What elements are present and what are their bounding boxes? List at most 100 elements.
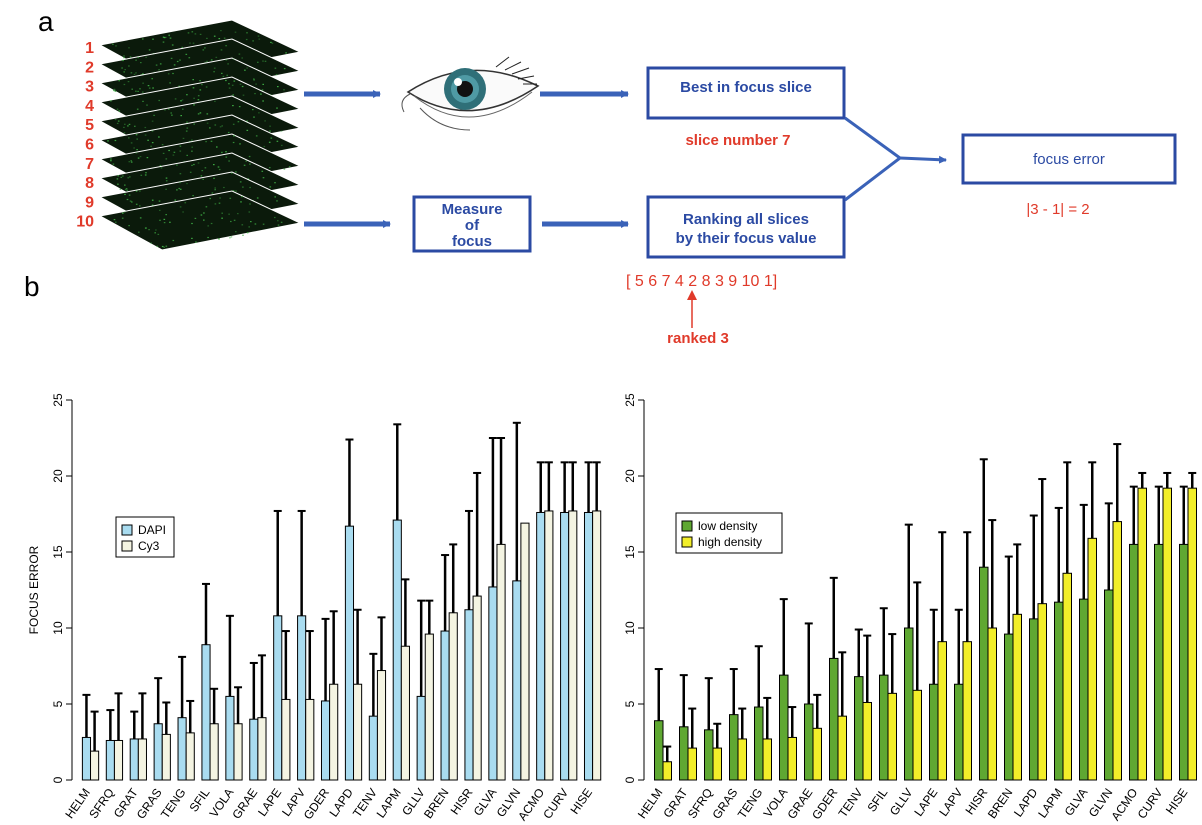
x-tick-label: BREN (421, 786, 452, 821)
bar (392, 519, 402, 781)
x-tick-label: TENG (158, 786, 189, 821)
ranking-list: [ 5 6 7 4 2 8 3 9 10 1] (626, 273, 777, 290)
bar (400, 645, 410, 781)
x-tick-label: HELM (62, 786, 93, 821)
bar (912, 689, 922, 781)
image-slice-stack (98, 19, 302, 251)
legend-label: DAPI (138, 523, 166, 537)
y-axis: 0 5 10 15 20 25 (623, 393, 645, 783)
bar (887, 692, 897, 781)
bar (1104, 589, 1114, 781)
bar (209, 723, 219, 781)
bar (1054, 601, 1064, 781)
bar (583, 511, 594, 781)
bar (704, 729, 714, 781)
bar (1112, 521, 1122, 781)
bar (225, 695, 235, 781)
bar (329, 683, 339, 781)
bar (904, 627, 914, 781)
measure-label-2: of (465, 217, 480, 234)
bar (161, 733, 171, 781)
slice-number-label: 10 (76, 214, 94, 231)
measure-label-1: Measure (442, 201, 503, 218)
x-tick-label: GDER (809, 785, 841, 822)
bar (754, 706, 764, 781)
x-tick-label: CURV (540, 786, 571, 822)
bar (177, 717, 187, 781)
bar (512, 580, 522, 781)
bar (837, 715, 847, 781)
bar (137, 738, 147, 781)
legend-label: Cy3 (138, 539, 160, 553)
slice-number-label: 8 (85, 175, 94, 192)
measure-label-3: focus (452, 233, 492, 250)
bar (879, 674, 889, 781)
bar (113, 739, 124, 781)
eye-icon (401, 56, 540, 131)
bar (1012, 613, 1022, 781)
bar (376, 670, 387, 781)
x-tick-label: HISE (568, 786, 596, 817)
x-tick-label: HELM (635, 786, 666, 821)
slice-number-label: 4 (85, 98, 94, 115)
x-tick-label: GRAS (709, 786, 740, 822)
slice-number-label: 1 (85, 40, 94, 57)
bar (1004, 633, 1014, 781)
flow-arrows (304, 90, 947, 228)
y-tick-label: 5 (623, 700, 637, 707)
bar (1029, 618, 1039, 781)
image-slice (98, 190, 302, 251)
bar (448, 612, 458, 781)
bar (297, 615, 307, 781)
slice-number-labels: 1 2 3 4 5 6 7 8 9 10 (76, 40, 94, 231)
x-tick-label: LAPE (255, 786, 284, 819)
y-tick-label: 0 (623, 776, 637, 783)
bar (305, 698, 315, 781)
x-tick-label: GLVA (1062, 786, 1091, 819)
panel-a-letter: a (38, 6, 54, 37)
x-tick-label: GRAS (134, 786, 165, 822)
x-tick-label: BREN (985, 786, 1016, 821)
best-focus-label: Best in focus slice (680, 79, 812, 96)
x-tick-label: LAPD (327, 785, 357, 819)
bar (737, 738, 747, 781)
legend-swatch (121, 524, 133, 536)
focus-error-label: focus error (1033, 151, 1105, 168)
bar (568, 510, 578, 781)
bar (488, 586, 498, 781)
bar (496, 543, 506, 781)
x-tick-label: TENG (735, 786, 766, 821)
legend-label: high density (698, 535, 762, 549)
panel-b-letter: b (24, 271, 40, 302)
bar (464, 609, 474, 781)
x-tick-label: LAPV (936, 786, 965, 819)
x-tick-label: LAPM (1035, 786, 1065, 821)
bar (679, 726, 689, 781)
best-focus-note: slice number 7 (685, 132, 790, 149)
slice-number-label: 6 (85, 137, 94, 154)
ranking-box (646, 195, 846, 259)
x-tick-label: GLLV (887, 786, 916, 818)
bar (954, 683, 964, 781)
x-tick-label: HISR (448, 785, 476, 817)
x-tick-label: GRAE (229, 786, 260, 822)
legend-label: low density (698, 519, 757, 533)
bar (862, 701, 872, 781)
bar (249, 718, 259, 781)
slice-number-label: 2 (85, 59, 94, 76)
focus-error-note: |3 - 1| = 2 (1026, 201, 1089, 218)
ranking-label-2: by their focus value (676, 230, 817, 247)
bar (712, 747, 722, 781)
x-tick-label: HISE (1163, 786, 1191, 817)
bar (536, 511, 546, 781)
bar (344, 525, 355, 781)
legend-swatch (681, 520, 693, 532)
bar (1154, 543, 1164, 781)
bar (368, 715, 378, 781)
bar (1079, 598, 1089, 781)
bar (654, 720, 664, 781)
bar (779, 674, 789, 781)
slice-number-label: 5 (85, 117, 94, 134)
bar (273, 615, 283, 781)
bar (962, 641, 972, 781)
